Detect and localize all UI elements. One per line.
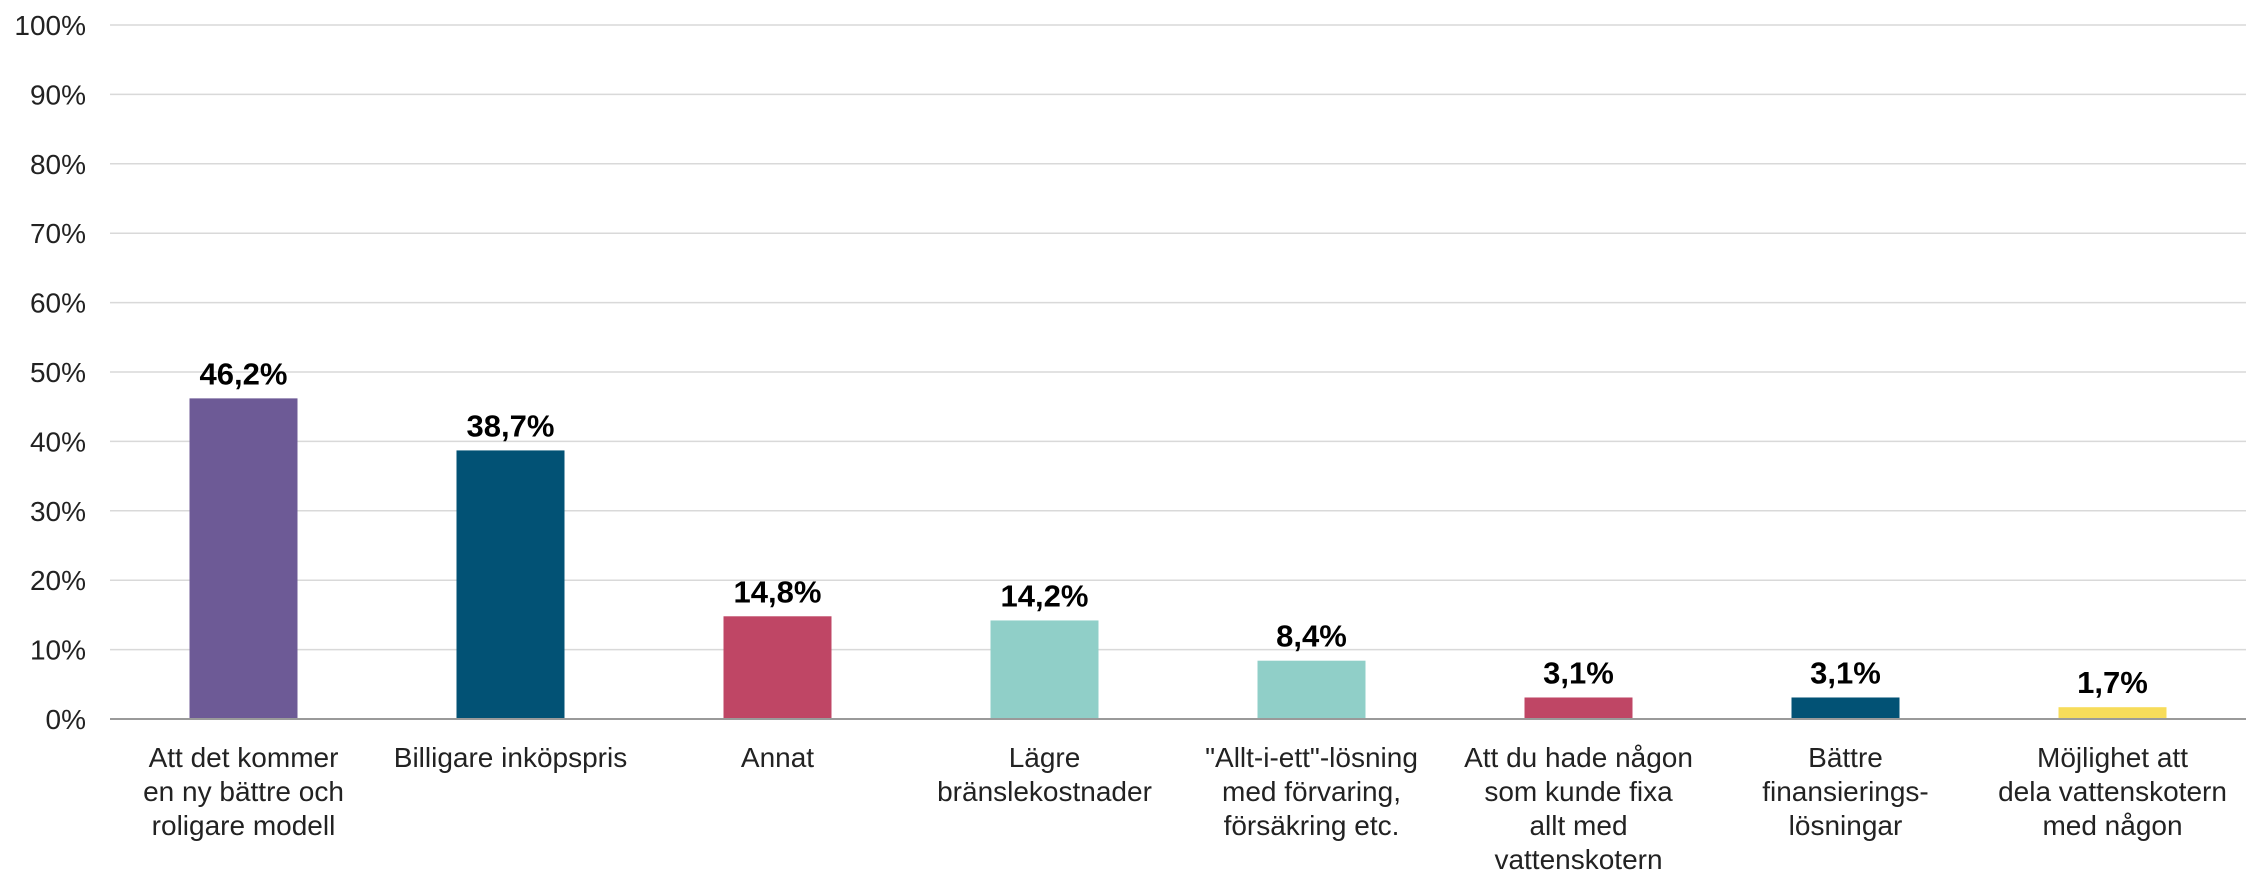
bar bbox=[1791, 697, 1900, 719]
y-tick-label: 100% bbox=[14, 10, 86, 41]
category-label-line: dela vattenskotern bbox=[1998, 776, 2227, 807]
bar bbox=[2058, 707, 2167, 719]
y-tick-label: 0% bbox=[46, 704, 86, 735]
data-label: 14,8% bbox=[734, 574, 822, 609]
category-label-line: med förvaring, bbox=[1222, 776, 1401, 807]
y-tick-label: 50% bbox=[30, 357, 86, 388]
category-label: Bättre finansierings-lösningar bbox=[1762, 742, 1929, 841]
category-label-line: bränslekostnader bbox=[937, 776, 1152, 807]
bar bbox=[990, 620, 1099, 719]
category-label: Att du hade någon som kunde fixa allt med v… bbox=[1464, 742, 1693, 873]
category-label-line: en ny bättre och bbox=[143, 776, 344, 807]
category-label-line: lösningar bbox=[1789, 810, 1903, 841]
category-label: Att det kommer en ny bättre och roligare m… bbox=[143, 742, 344, 841]
category-label: Annat bbox=[741, 742, 814, 773]
bar bbox=[1524, 697, 1633, 719]
y-tick-label: 60% bbox=[30, 288, 86, 319]
category-label-line: som kunde fixa bbox=[1484, 776, 1673, 807]
category-label: "Allt-i-ett"-lösning med förvaring, försäk… bbox=[1205, 742, 1418, 841]
data-label: 3,1% bbox=[1543, 655, 1614, 690]
gridlines bbox=[110, 24, 2246, 651]
data-label: 38,7% bbox=[467, 408, 555, 443]
bars bbox=[189, 398, 2167, 719]
bar bbox=[189, 398, 298, 719]
category-label: Möjlighet att dela vattenskotern med någon bbox=[1998, 742, 2227, 841]
category-label-line: försäkring etc. bbox=[1224, 810, 1400, 841]
y-tick-label: 80% bbox=[30, 149, 86, 180]
category-label-line: finansierings- bbox=[1762, 776, 1929, 807]
category-label-line: Bättre bbox=[1808, 742, 1883, 773]
category-label: Lägre bränslekostnader bbox=[937, 742, 1152, 807]
category-label-line: "Allt-i-ett"-lösning bbox=[1205, 742, 1418, 773]
y-tick-label: 10% bbox=[30, 635, 86, 666]
category-label-line: Att det kommer bbox=[149, 742, 339, 773]
category-label-line: Att du hade någon bbox=[1464, 742, 1693, 773]
category-label-line: Lägre bbox=[1009, 742, 1081, 773]
category-label-line: Billigare inköpspris bbox=[394, 742, 627, 773]
data-label: 46,2% bbox=[200, 356, 288, 391]
y-tick-label: 20% bbox=[30, 565, 86, 596]
y-tick-label: 70% bbox=[30, 218, 86, 249]
y-tick-label: 40% bbox=[30, 426, 86, 457]
data-label: 1,7% bbox=[2077, 665, 2148, 700]
data-label: 8,4% bbox=[1276, 619, 1347, 654]
data-label: 3,1% bbox=[1810, 655, 1881, 690]
category-label-line: vattenskotern bbox=[1494, 844, 1662, 873]
y-axis-ticks: 0% 10% 20% 30% 40% 50% 60% 70% 80% 90% 100% bbox=[14, 10, 86, 735]
category-labels: Att det kommer en ny bättre och roligare m… bbox=[143, 742, 2227, 873]
bar bbox=[456, 450, 565, 719]
data-label: 14,2% bbox=[1001, 578, 1089, 613]
category-label: Billigare inköpspris bbox=[394, 742, 627, 773]
y-tick-label: 30% bbox=[30, 496, 86, 527]
bar bbox=[723, 616, 832, 719]
category-label-line: med någon bbox=[2042, 810, 2182, 841]
y-tick-label: 90% bbox=[30, 79, 86, 110]
data-labels: 46,2% 38,7% 14,8% 14,2% 8,4% 3,1% 3,1% 1,7% bbox=[200, 356, 2148, 700]
category-label-line: allt med bbox=[1529, 810, 1627, 841]
category-label-line: roligare modell bbox=[152, 810, 336, 841]
bar bbox=[1257, 660, 1366, 719]
category-label-line: Annat bbox=[741, 742, 814, 773]
category-label-line: Möjlighet att bbox=[2037, 742, 2188, 773]
